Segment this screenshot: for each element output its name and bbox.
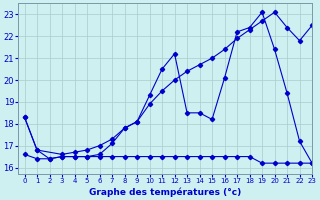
X-axis label: Graphe des températures (°c): Graphe des températures (°c)	[89, 187, 241, 197]
